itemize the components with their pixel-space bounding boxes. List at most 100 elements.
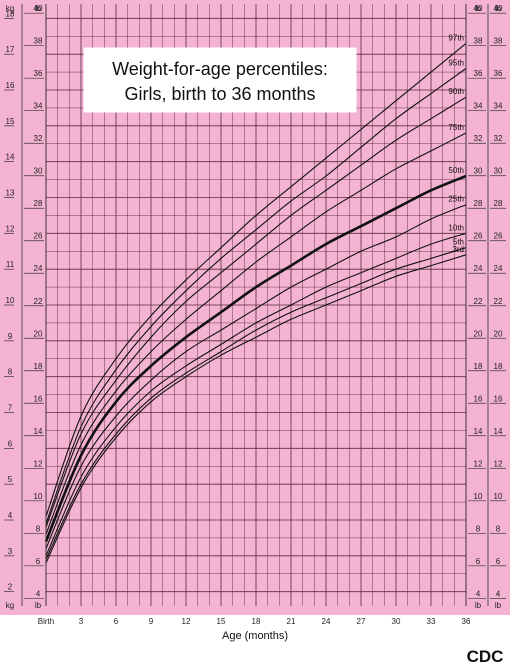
x-tick-label: 18 (252, 617, 261, 626)
lb-tick-label-right: 22 (474, 297, 483, 306)
lb-tick-label-far-right: 38 (494, 37, 503, 46)
kg-tick-label: 2 (8, 583, 13, 592)
x-tick-label: 3 (79, 617, 84, 626)
lb-tick-label-far-right: 20 (494, 329, 503, 338)
kg-unit-top: kg (6, 4, 14, 13)
lb-tick-label-right: 34 (474, 102, 483, 111)
lb-unit-bottom-left: lb (35, 601, 42, 610)
x-tick-label: 6 (114, 617, 119, 626)
curve-label-95th: 95th (448, 59, 464, 68)
curve-97th (45, 42, 467, 517)
curve-10th (45, 232, 467, 557)
lb-tick-label-far-right: 24 (494, 264, 503, 273)
lb-tick-label-left: 6 (36, 557, 41, 566)
curve-label-50th: 50th (448, 166, 464, 175)
lb-unit-bottom-right: lb (475, 601, 482, 610)
lb-tick-label-right: 28 (474, 199, 483, 208)
lb-tick-label-far-right: 16 (494, 394, 503, 403)
lb-tick-label-far-right: 22 (494, 297, 503, 306)
x-tick-label: 9 (149, 617, 154, 626)
lb-tick-label-right: 40 (474, 4, 483, 13)
kg-tick-label: 5 (8, 475, 13, 484)
kg-tick-label: 3 (8, 547, 13, 556)
lb-tick-label-right: 14 (474, 427, 483, 436)
lb-tick-label-far-right: 40 (494, 4, 503, 13)
x-tick-label: 12 (182, 617, 191, 626)
kg-unit-bottom: kg (6, 601, 14, 610)
lb-unit-top-far-right: lb (495, 4, 502, 13)
lb-tick-label-left: 36 (34, 69, 43, 78)
x-tick-label: 36 (462, 617, 471, 626)
lb-tick-label-right: 32 (474, 134, 483, 143)
lb-tick-label-right: 30 (474, 167, 483, 176)
kg-tick-label: 8 (8, 368, 13, 377)
lb-tick-label-left: 34 (34, 102, 43, 111)
lb-tick-label-left: 32 (34, 134, 43, 143)
cdc-logo: CDC (467, 647, 504, 666)
lb-tick-label-right: 4 (476, 589, 481, 598)
lb-tick-label-right: 12 (474, 459, 483, 468)
lb-tick-label-far-right: 8 (496, 524, 501, 533)
lb-tick-label-right: 26 (474, 232, 483, 241)
curve-label-75th: 75th (448, 123, 464, 132)
kg-tick-label: 4 (8, 511, 13, 520)
lb-tick-label-left: 38 (34, 37, 43, 46)
kg-tick-label: 14 (6, 153, 15, 162)
lb-tick-label-far-right: 36 (494, 69, 503, 78)
lb-tick-label-far-right: 12 (494, 459, 503, 468)
lb-tick-label-far-right: 6 (496, 557, 501, 566)
x-tick-label: 15 (217, 617, 226, 626)
curve-90th (45, 96, 467, 528)
x-tick-label: 24 (322, 617, 331, 626)
lb-tick-label-right: 36 (474, 69, 483, 78)
kg-tick-label: 9 (8, 332, 13, 341)
lb-tick-label-right: 24 (474, 264, 483, 273)
lb-tick-label-right: 18 (474, 362, 483, 371)
curve-50th (44, 174, 467, 542)
x-tick-label: 27 (357, 617, 366, 626)
kg-tick-label: 17 (6, 45, 15, 54)
kg-tick-label: 11 (6, 260, 15, 269)
curve-5th (45, 247, 467, 560)
lb-tick-label-right: 16 (474, 394, 483, 403)
lb-tick-label-left: 4 (36, 589, 41, 598)
kg-tick-label: 7 (8, 404, 13, 413)
lb-tick-label-left: 28 (34, 199, 43, 208)
lb-tick-label-left: 12 (34, 459, 43, 468)
kg-tick-label: 12 (6, 224, 15, 233)
curve-label-10th: 10th (448, 223, 464, 232)
lb-tick-label-far-right: 28 (494, 199, 503, 208)
lb-tick-label-far-right: 18 (494, 362, 503, 371)
kg-tick-label: 16 (6, 81, 15, 90)
lb-tick-label-far-right: 4 (496, 589, 501, 598)
x-tick-label: 21 (287, 617, 296, 626)
lb-unit-top-right: lb (475, 4, 482, 13)
lb-tick-label-left: 18 (34, 362, 43, 371)
x-tick-label: 30 (392, 617, 401, 626)
lb-tick-label-left: 10 (34, 492, 43, 501)
curve-label-25th: 25th (448, 195, 464, 204)
lb-tick-label-far-right: 10 (494, 492, 503, 501)
kg-tick-label: 6 (8, 439, 13, 448)
lb-tick-label-right: 10 (474, 492, 483, 501)
lb-tick-label-right: 8 (476, 524, 481, 533)
lb-tick-label-right: 6 (476, 557, 481, 566)
kg-tick-label: 15 (6, 117, 15, 126)
curve-95th (45, 68, 467, 524)
lb-tick-label-right: 38 (474, 37, 483, 46)
curve-label-97th: 97th (448, 33, 464, 42)
curve-label-5th: 5th (453, 238, 464, 247)
lb-tick-label-left: 16 (34, 394, 43, 403)
logo-text: CDC (467, 647, 504, 666)
title-box-background (83, 47, 357, 113)
x-tick-label: Birth (38, 617, 54, 626)
title-box: Weight-for-age percentiles: Girls, birth… (83, 47, 357, 113)
curve-25th (45, 204, 467, 549)
lb-tick-label-left: 8 (36, 524, 41, 533)
lb-tick-label-far-right: 14 (494, 427, 503, 436)
curve-75th (45, 132, 467, 535)
lb-tick-label-left: 24 (34, 264, 43, 273)
x-tick-label: 33 (427, 617, 436, 626)
